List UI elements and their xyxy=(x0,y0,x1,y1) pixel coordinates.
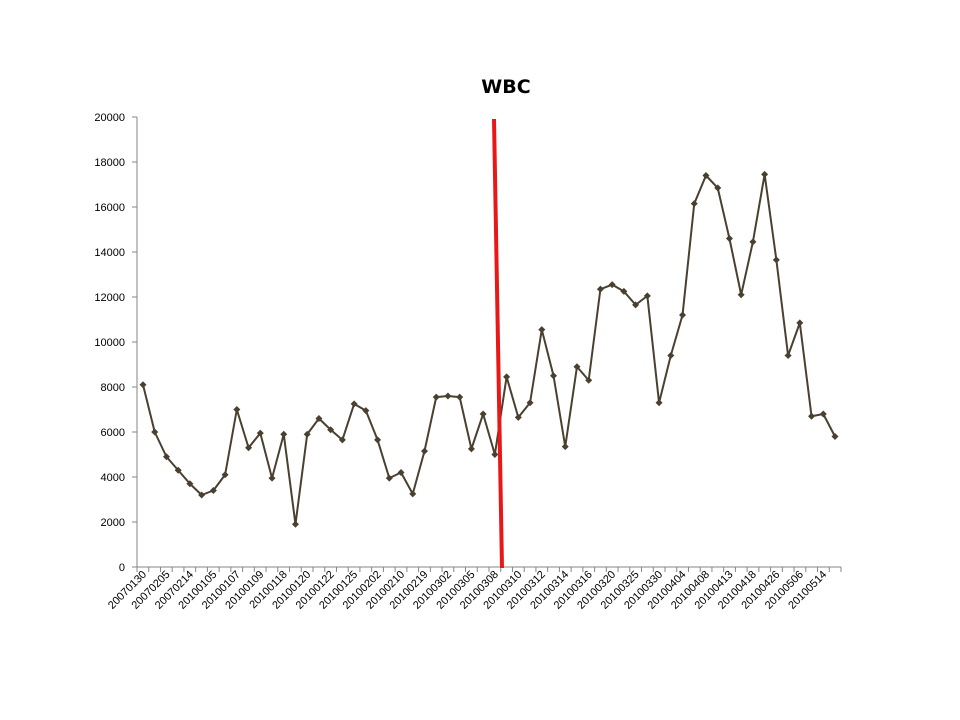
data-point xyxy=(420,447,428,455)
data-point xyxy=(233,406,241,413)
data-point xyxy=(139,381,147,389)
data-point xyxy=(432,393,440,401)
data-point xyxy=(749,238,757,246)
data-point xyxy=(550,372,558,380)
data-point xyxy=(268,474,276,482)
data-point xyxy=(514,413,522,421)
data-point xyxy=(503,373,511,381)
data-point xyxy=(444,392,452,400)
data-point xyxy=(596,285,604,293)
data-point xyxy=(737,291,745,299)
data-point xyxy=(491,451,499,458)
data-point xyxy=(409,490,417,498)
x-axis: 2007013020070205200702142010010520100107… xyxy=(106,566,842,612)
data-point xyxy=(561,443,569,451)
data-point xyxy=(456,393,464,401)
chart-title: WBC xyxy=(481,76,530,98)
data-point xyxy=(303,430,311,438)
data-point xyxy=(679,311,687,319)
data-point xyxy=(608,281,616,289)
y-tick-label: 12000 xyxy=(94,292,125,304)
data-point xyxy=(761,170,769,178)
data-point xyxy=(280,430,288,438)
data-point xyxy=(198,491,206,499)
data-point xyxy=(338,436,346,444)
data-point xyxy=(174,466,182,474)
data-point xyxy=(374,436,382,444)
annotation-red-line xyxy=(492,118,504,569)
data-point xyxy=(620,287,628,295)
series-line xyxy=(142,173,836,526)
y-axis: 0 2000 4000 6000 8000 10000 12000 14000 16000 180… xyxy=(94,112,138,574)
data-point xyxy=(209,487,217,494)
y-tick-label: 0 xyxy=(119,562,125,574)
data-point xyxy=(291,520,299,528)
data-point xyxy=(385,474,393,482)
data-point xyxy=(256,429,264,437)
data-point xyxy=(819,410,827,418)
data-point xyxy=(162,453,170,461)
data-point xyxy=(725,235,733,242)
data-point xyxy=(186,480,194,488)
data-point xyxy=(667,352,675,359)
y-tick-label: 2000 xyxy=(101,517,125,529)
data-point xyxy=(221,471,229,479)
data-point xyxy=(151,428,159,436)
data-point xyxy=(315,415,323,422)
data-point xyxy=(526,399,534,407)
data-point xyxy=(467,445,475,453)
y-tick-label: 10000 xyxy=(94,337,125,349)
data-point xyxy=(538,326,546,334)
data-point xyxy=(643,292,651,300)
data-point xyxy=(655,399,663,407)
data-point xyxy=(632,301,640,309)
y-tick-label: 8000 xyxy=(101,382,125,394)
y-tick-label: 20000 xyxy=(94,112,125,124)
y-tick-label: 16000 xyxy=(94,202,125,214)
data-point xyxy=(690,200,698,208)
data-point xyxy=(796,319,804,327)
data-point xyxy=(784,352,792,359)
series-markers xyxy=(139,170,839,528)
y-tick-label: 18000 xyxy=(94,157,125,169)
data-point xyxy=(362,407,370,415)
series-wbc xyxy=(142,173,836,526)
data-point xyxy=(772,256,780,264)
data-point xyxy=(397,469,405,476)
y-tick-label: 6000 xyxy=(101,427,125,439)
data-point xyxy=(245,444,253,452)
data-point xyxy=(350,400,358,408)
data-point xyxy=(585,376,593,384)
y-tick-label: 4000 xyxy=(101,472,125,484)
y-tick-label: 14000 xyxy=(94,247,125,259)
data-point xyxy=(831,433,839,440)
data-point xyxy=(808,412,816,420)
data-point xyxy=(327,426,335,434)
data-point xyxy=(479,410,487,418)
data-point xyxy=(573,363,581,371)
data-point xyxy=(714,184,722,192)
data-point xyxy=(702,172,710,179)
